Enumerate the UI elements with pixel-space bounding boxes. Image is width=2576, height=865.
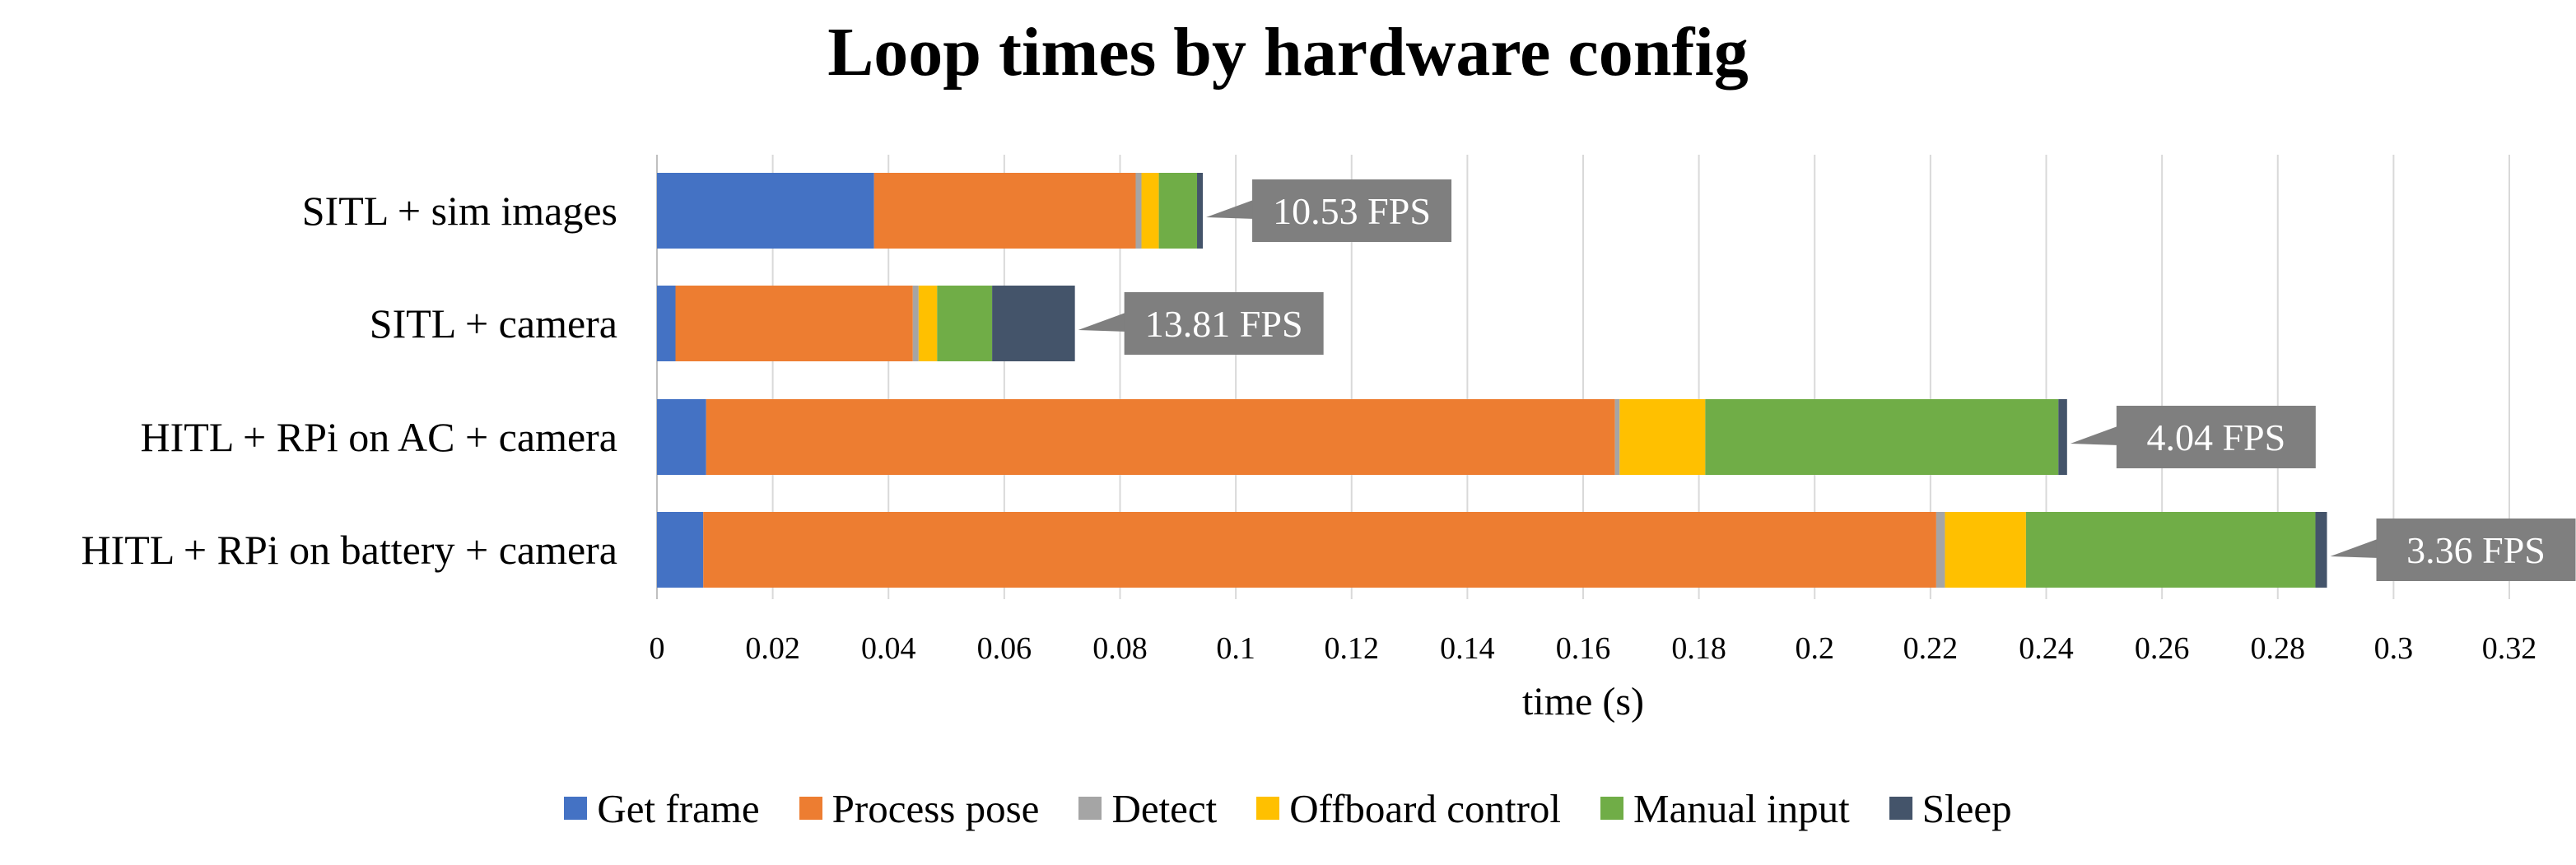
bar-segment	[657, 286, 676, 361]
data-label-pointer	[2330, 538, 2380, 558]
bar-segment	[1141, 173, 1159, 249]
x-tick-label: 0.08	[1092, 631, 1148, 666]
chart-legend: Get frame Process pose Detect Offboard cont…	[0, 782, 2576, 835]
bar-segment	[706, 399, 1615, 475]
category-label: HITL + RPi on battery + camera	[81, 527, 617, 573]
category-label: SITL + camera	[370, 300, 617, 346]
legend-swatch	[1256, 797, 1280, 820]
x-tick-label: 0.24	[2019, 631, 2074, 666]
x-tick-label: 0.26	[2135, 631, 2190, 666]
legend-item: Offboard control	[1256, 785, 1561, 832]
data-label-pointer	[1206, 199, 1256, 219]
bar-segment	[2058, 399, 2067, 475]
x-tick-label: 0.32	[2482, 631, 2537, 666]
legend-item: Get frame	[564, 785, 760, 832]
bar-segment	[1619, 399, 1706, 475]
x-tick-label: 0.22	[1903, 631, 1959, 666]
legend-item: Sleep	[1889, 785, 2012, 832]
bar-segment	[657, 512, 704, 588]
bar-segment	[873, 173, 1136, 249]
legend-swatch	[564, 797, 588, 820]
legend-label: Offboard control	[1289, 785, 1562, 831]
bar-segment	[2025, 512, 2316, 588]
legend-item: Manual input	[1600, 785, 1850, 832]
bar-segment	[1614, 399, 1620, 475]
bar-segment	[657, 173, 874, 249]
data-label-box	[2116, 406, 2316, 468]
x-tick-label: 0.28	[2251, 631, 2306, 666]
x-tick-label: 0	[650, 631, 665, 666]
bar-segment	[1135, 173, 1142, 249]
category-label: HITL + RPi on AC + camera	[141, 414, 617, 460]
x-tick-label: 0.18	[1671, 631, 1726, 666]
data-label-box	[1252, 179, 1452, 242]
legend-swatch	[1600, 797, 1624, 820]
x-tick-label: 0.14	[1440, 631, 1495, 666]
legend-label: Detect	[1111, 785, 1218, 831]
data-label-pointer	[1078, 312, 1128, 332]
bar-segment	[912, 286, 919, 361]
x-tick-label: 0.16	[1556, 631, 1611, 666]
category-label: SITL + sim images	[302, 188, 617, 234]
bar-segment	[1197, 173, 1204, 249]
bar-segment	[657, 399, 706, 475]
bar-segment	[1158, 173, 1198, 249]
bar-segment	[703, 512, 1936, 588]
x-tick-label: 0.1	[1216, 631, 1255, 666]
bar-segment	[1935, 512, 1945, 588]
legend-item: Detect	[1078, 785, 1217, 832]
x-tick-label: 0.06	[977, 631, 1032, 666]
chart-title: Loop times by hardware config	[827, 14, 1749, 91]
bar-segment	[918, 286, 938, 361]
x-axis-title: time (s)	[1522, 680, 1644, 723]
data-label-box	[2376, 519, 2576, 581]
data-label: 4.04 FPS	[2146, 416, 2285, 458]
bar-segment	[675, 286, 913, 361]
legend-swatch	[1889, 797, 1912, 820]
legend-swatch	[799, 797, 822, 820]
x-tick-label: 0.12	[1325, 631, 1380, 666]
x-tick-label: 0.2	[1796, 631, 1835, 666]
legend-label: Get frame	[597, 785, 760, 831]
x-tick-label: 0.04	[861, 631, 916, 666]
bar-segment	[937, 286, 993, 361]
legend-label: Manual input	[1633, 785, 1850, 831]
data-label: 3.36 FPS	[2406, 529, 2546, 571]
legend-swatch	[1078, 797, 1102, 820]
data-label-box	[1124, 292, 1324, 355]
bar-segment	[1705, 399, 2059, 475]
legend-label: Sleep	[1922, 785, 2012, 831]
data-label-pointer	[2070, 426, 2120, 445]
bar-segment	[992, 286, 1075, 361]
data-label: 13.81 FPS	[1145, 303, 1303, 345]
legend-item: Process pose	[799, 785, 1040, 832]
bar-segment	[2315, 512, 2327, 588]
legend-label: Process pose	[831, 785, 1040, 831]
bar-segment	[1945, 512, 2026, 588]
x-tick-label: 0.02	[745, 631, 800, 666]
data-label: 10.53 FPS	[1273, 190, 1431, 232]
x-tick-label: 0.3	[2374, 631, 2414, 666]
